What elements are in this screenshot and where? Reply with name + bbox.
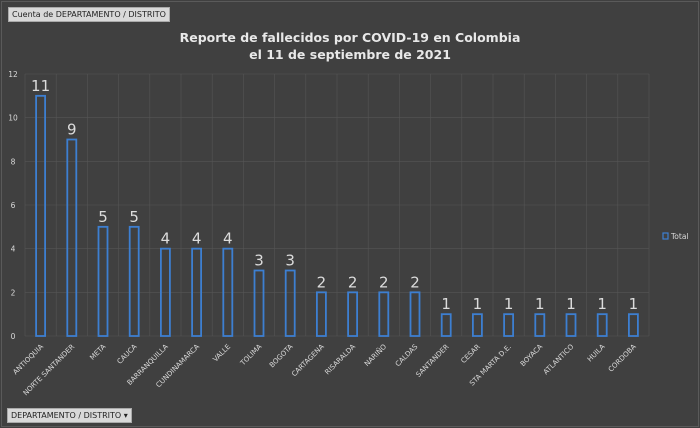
x-tick-label: NARIÑO [362, 342, 388, 368]
data-label: 1 [535, 295, 545, 313]
bar [66, 138, 78, 337]
x-tick-label: ATLANTICO [542, 342, 576, 376]
data-label: 2 [348, 273, 358, 291]
bar [534, 313, 546, 337]
bar [347, 291, 359, 337]
axis-field-button[interactable]: DEPARTAMENTO / DISTRITO ▾ [7, 408, 132, 423]
y-tick-label: 0 [11, 332, 16, 341]
y-tick-label: 4 [11, 245, 16, 254]
x-tick-label: BOYACA [519, 343, 545, 369]
data-label: 3 [285, 252, 295, 270]
data-label: 4 [161, 230, 171, 248]
legend-label: Total [670, 232, 689, 241]
data-label: 5 [98, 208, 108, 226]
values-field-button[interactable]: Cuenta de DEPARTAMENTO / DISTRITO [8, 7, 170, 22]
x-tick-label: ANTIOQUIA [12, 343, 46, 377]
data-label: 1 [629, 295, 639, 313]
x-tick-label: SANTANDER [415, 343, 451, 379]
y-tick-label: 10 [8, 114, 18, 123]
chart-subtitle: el 11 de septiembre de 2021 [249, 47, 451, 62]
data-label: 4 [192, 230, 202, 248]
bar [253, 269, 265, 337]
bar [440, 313, 452, 337]
bar [97, 225, 109, 337]
data-label: 1 [504, 295, 514, 313]
x-tick-label: CORDOBA [607, 343, 638, 374]
bar [628, 313, 639, 337]
bar [565, 313, 577, 337]
data-label: 1 [597, 295, 607, 313]
bar [222, 247, 234, 337]
x-tick-label: HUILA [586, 343, 607, 364]
legend-swatch [662, 232, 669, 240]
data-label: 1 [566, 295, 576, 313]
data-label: 3 [254, 252, 264, 270]
x-tick-label: CARTAGENA [290, 343, 326, 379]
bar [35, 94, 46, 337]
bar [128, 225, 140, 337]
y-tick-label: 12 [8, 70, 18, 79]
bar [596, 313, 608, 337]
bar [378, 291, 390, 337]
x-tick-label: BOGOTA [268, 343, 295, 370]
data-label: 2 [317, 273, 327, 291]
dropdown-arrow-icon[interactable]: ▾ [123, 411, 128, 420]
axis-field-label: DEPARTAMENTO / DISTRITO [11, 411, 122, 420]
data-label: 2 [410, 273, 420, 291]
bar [471, 313, 483, 337]
bar [191, 247, 203, 337]
bar [284, 269, 296, 337]
y-tick-label: 2 [11, 288, 16, 297]
x-tick-label: TOLIMA [238, 343, 263, 368]
x-tick-label: CESAR [460, 343, 482, 365]
data-label: 1 [441, 295, 451, 313]
bar [159, 247, 171, 337]
x-tick-label: VALLE [211, 343, 232, 364]
x-tick-label: CAUCA [116, 343, 139, 366]
x-tick-label: RISARALDA [323, 343, 357, 377]
y-tick-label: 8 [11, 157, 16, 166]
data-label: 4 [223, 230, 233, 248]
bar [503, 313, 515, 337]
bar [409, 291, 421, 337]
data-label: 1 [473, 295, 483, 313]
x-tick-label: CALDAS [394, 342, 420, 368]
y-tick-label: 6 [11, 201, 16, 210]
chart-title: Reporte de fallecidos por COVID-19 en Co… [180, 30, 521, 45]
data-label: 11 [31, 77, 50, 95]
data-label: 2 [379, 273, 389, 291]
x-tick-label: META [88, 343, 107, 362]
data-label: 9 [67, 121, 77, 139]
bar [315, 291, 327, 337]
legend: Total [662, 232, 689, 241]
data-label: 5 [129, 208, 139, 226]
